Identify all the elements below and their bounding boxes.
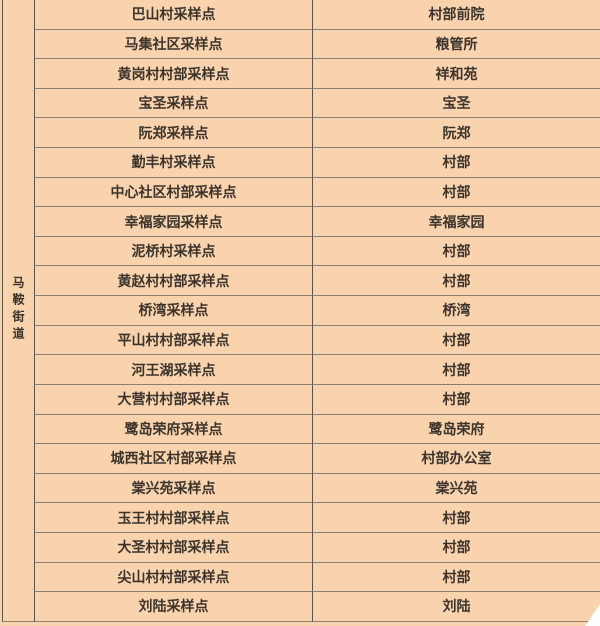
table-cell-location: 棠兴苑 — [312, 473, 600, 504]
table-cell-sampling-point: 刘陆采样点 — [34, 592, 312, 622]
table-cell-location: 村部 — [312, 503, 600, 533]
table-cell-sampling-point: 大圣村村部采样点 — [34, 532, 312, 563]
street-name-label: 马鞍街道 — [11, 276, 25, 345]
table-cell-sampling-point: 玉王村村部采样点 — [34, 503, 312, 533]
table-cell-location: 村部 — [312, 236, 600, 267]
table-cell-sampling-point: 桥湾采样点 — [34, 296, 312, 326]
table-cell-sampling-point: 幸福家园采样点 — [34, 207, 312, 237]
table-cell-sampling-point: 马集社区采样点 — [34, 29, 312, 60]
table-cell-sampling-point: 巴山村采样点 — [34, 0, 312, 30]
table-cell-location: 村部 — [312, 384, 600, 415]
table-cell-location: 阮郑 — [312, 118, 600, 149]
table-cell-location: 村部 — [312, 177, 600, 208]
table-cell-location: 村部前院 — [312, 0, 600, 30]
table-cell-location: 幸福家园 — [312, 207, 600, 237]
table-cell-location: 村部 — [312, 325, 600, 356]
table-cell-sampling-point: 宝圣采样点 — [34, 88, 312, 119]
table-cell-sampling-point: 大营村村部采样点 — [34, 384, 312, 415]
table-cell-location: 刘陆 — [312, 592, 600, 622]
table-cell-location: 村部办公室 — [312, 444, 600, 474]
table-cell-location: 村部 — [312, 355, 600, 385]
table-cell-location: 村部 — [312, 532, 600, 563]
street-column-cell: 马鞍街道 — [2, 0, 34, 622]
table-cell-sampling-point: 阮郑采样点 — [34, 118, 312, 149]
table-cell-sampling-point: 棠兴苑采样点 — [34, 473, 312, 504]
table-cell-sampling-point: 勤丰村采样点 — [34, 148, 312, 178]
table-cell-sampling-point: 城西社区村部采样点 — [34, 444, 312, 474]
table-cell-location: 粮管所 — [312, 29, 600, 60]
table-cell-location: 桥湾 — [312, 296, 600, 326]
table-cell-sampling-point: 泥桥村采样点 — [34, 236, 312, 267]
table-cell-location: 宝圣 — [312, 88, 600, 119]
table-cell-location: 村部 — [312, 266, 600, 297]
table-cell-sampling-point: 鹭岛荣府采样点 — [34, 414, 312, 445]
table-cell-sampling-point: 平山村村部采样点 — [34, 325, 312, 356]
table-cell-sampling-point: 中心社区村部采样点 — [34, 177, 312, 208]
table-cell-sampling-point: 黄赵村村部采样点 — [34, 266, 312, 297]
table-cell-sampling-point: 尖山村村部采样点 — [34, 562, 312, 593]
table-cell-location: 村部 — [312, 148, 600, 178]
table-cell-sampling-point: 河王湖采样点 — [34, 355, 312, 385]
table-cell-location: 祥和苑 — [312, 59, 600, 89]
table-cell-location: 鹭岛荣府 — [312, 414, 600, 445]
table-cell-location: 村部 — [312, 562, 600, 593]
table-cell-sampling-point: 黄岗村村部采样点 — [34, 59, 312, 89]
